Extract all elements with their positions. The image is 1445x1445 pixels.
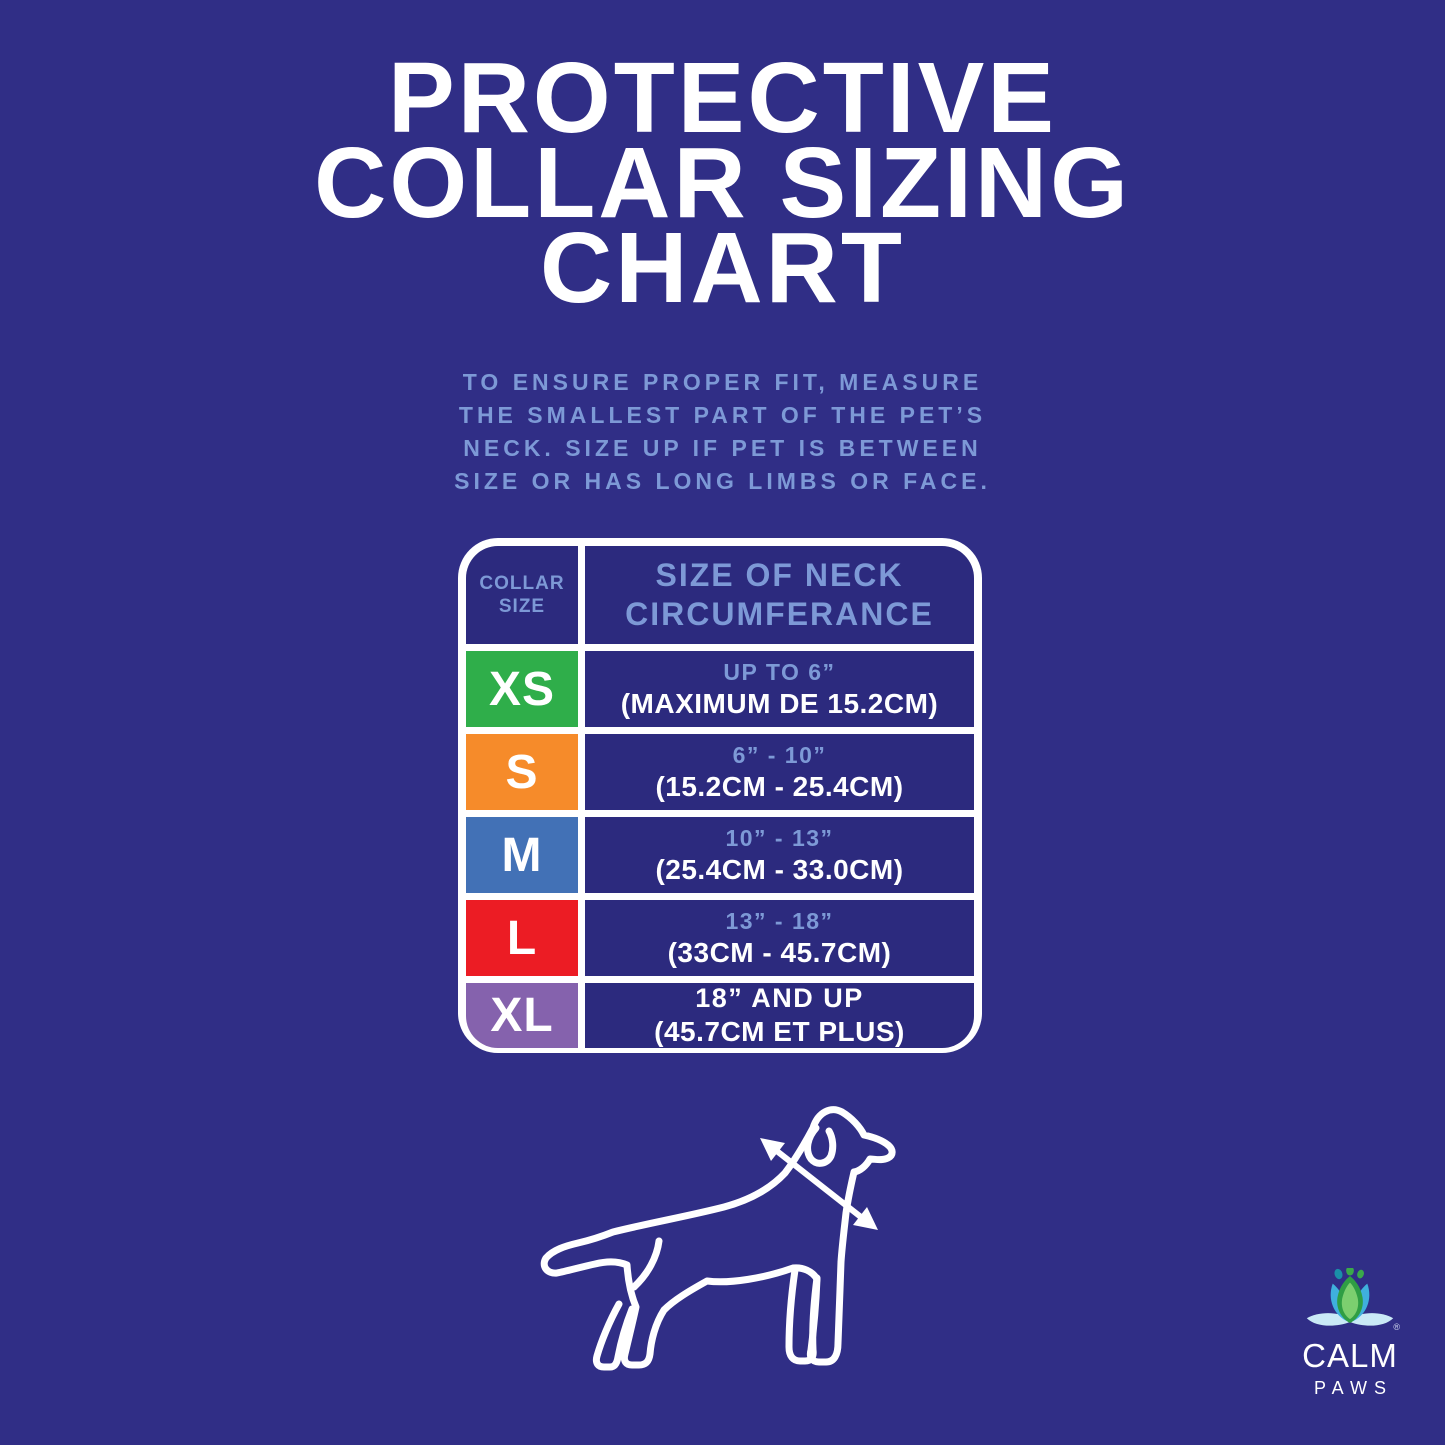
page-title: PROTECTIVE COLLAR SIZING CHART	[0, 42, 1445, 324]
dog-outline-illustration	[540, 1106, 896, 1371]
l-range-cm: (33CM - 45.7CM)	[667, 936, 892, 968]
size-badge-m: M	[466, 817, 578, 893]
column-header-collar-size: COLLAR SIZE	[466, 546, 578, 644]
neck-header-line-1: SIZE OF NECK	[655, 557, 904, 593]
instruction-line: THE SMALLEST PART OF THE PET’S	[458, 402, 987, 428]
size-row-l-values: 13” - 18” (33CM - 45.7CM)	[585, 900, 974, 976]
size-row-xl-values: 18” AND UP (45.7CM ET PLUS)	[585, 983, 974, 1048]
sizing-table: COLLAR SIZE SIZE OF NECK CIRCUMFERANCE X…	[458, 538, 982, 1053]
dog-far-front-leg-line	[785, 1266, 821, 1365]
instruction-line: NECK. SIZE UP IF PET IS BETWEEN	[463, 435, 982, 461]
instruction-line: SIZE OR HAS LONG LIMBS OR FACE.	[454, 468, 991, 494]
size-row-xs-values: UP TO 6” (MAXIMUM DE 15.2CM)	[585, 651, 974, 727]
size-row-s-values: 6” - 10” (15.2CM - 25.4CM)	[585, 734, 974, 810]
m-range-cm: (25.4CM - 33.0CM)	[655, 853, 904, 885]
xs-range-cm: (MAXIMUM DE 15.2CM)	[620, 687, 939, 719]
fit-instructions: TO ENSURE PROPER FIT, MEASURE THE SMALLE…	[0, 366, 1445, 498]
s-range-inches: 6” - 10”	[732, 741, 827, 768]
dog-body-outline	[540, 1106, 896, 1369]
dog-far-hind-leg-line	[592, 1300, 636, 1371]
xl-range-cm: (45.7CM ET PLUS)	[654, 1016, 905, 1047]
dog-ear-line	[804, 1124, 837, 1167]
xs-range-inches: UP TO 6”	[723, 658, 836, 685]
size-row-m-values: 10” - 13” (25.4CM - 33.0CM)	[585, 817, 974, 893]
l-range-inches: 13” - 18”	[725, 907, 834, 934]
size-badge-xs: XS	[466, 651, 578, 727]
title-line-3: CHART	[540, 212, 905, 324]
brand-name-paws: PAWS	[1313, 1378, 1393, 1398]
column-header-neck-circumference: SIZE OF NECK CIRCUMFERANCE	[585, 546, 974, 644]
title-line-1: PROTECTIVE	[388, 42, 1057, 154]
neck-header-line-2: CIRCUMFERANCE	[625, 596, 934, 632]
registered-trademark-symbol: ®	[1393, 1322, 1400, 1332]
calm-paws-logo: ® CALM PAWS	[1278, 1265, 1422, 1399]
size-badge-s: S	[466, 734, 578, 810]
neck-measure-arrow-icon	[760, 1138, 878, 1230]
instruction-line: TO ENSURE PROPER FIT, MEASURE	[462, 369, 983, 395]
title-line-2: COLLAR SIZING	[314, 127, 1131, 239]
brand-name-calm: CALM	[1302, 1337, 1398, 1374]
size-badge-l: L	[466, 900, 578, 976]
dog-haunch-line	[630, 1237, 663, 1291]
sizing-table-grid: COLLAR SIZE SIZE OF NECK CIRCUMFERANCE X…	[466, 546, 974, 1048]
m-range-inches: 10” - 13”	[725, 824, 834, 851]
calm-paws-lotus-icon	[1306, 1265, 1394, 1326]
size-badge-xl: XL	[466, 983, 578, 1048]
xl-range-inches: 18” AND UP	[695, 983, 864, 1013]
s-range-cm: (15.2CM - 25.4CM)	[655, 770, 904, 802]
